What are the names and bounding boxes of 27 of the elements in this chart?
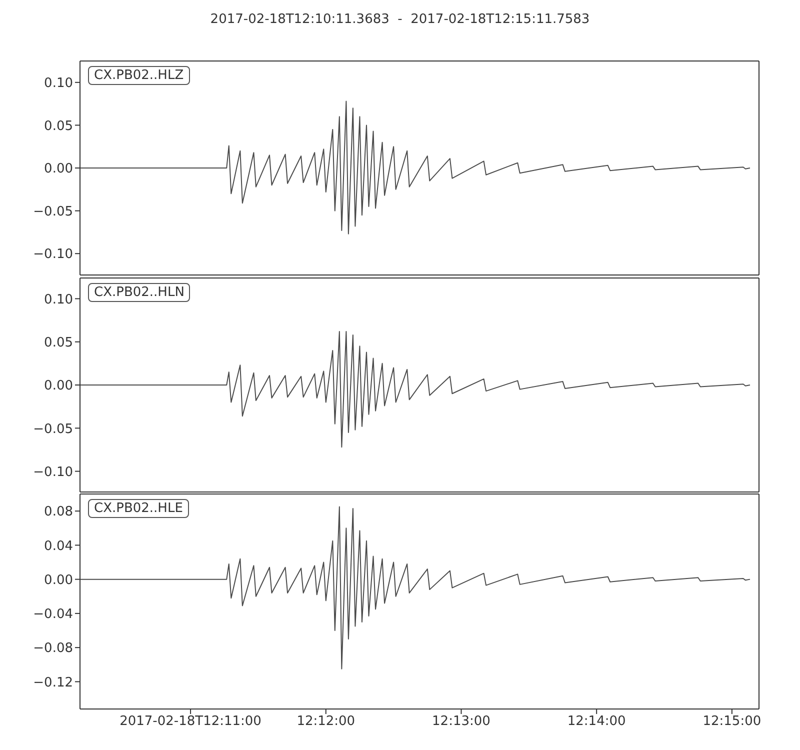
x-tick-label: 12:13:00 xyxy=(432,714,490,730)
y-tick-label: −0.08 xyxy=(33,641,73,656)
x-tick-label: 12:15:00 xyxy=(702,714,762,730)
x-tick-label: 2017-02-18T12:11:00 xyxy=(120,714,262,730)
chart-title: 2017-02-18T12:10:11.3683 - 2017-02-18T12:15:11.7583 xyxy=(209,12,591,27)
y-tick-label: −0.10 xyxy=(33,464,73,480)
x-tick-label: 12:14:00 xyxy=(567,714,626,730)
line-series xyxy=(80,100,750,234)
y-tick-label: −0.05 xyxy=(33,204,73,220)
y-tick-label: 0.08 xyxy=(44,504,73,520)
y-tick-label: 0.04 xyxy=(44,538,73,554)
text: CX.PB02..HLE xyxy=(94,501,183,516)
y-tick-label: 0.10 xyxy=(44,76,73,92)
y-tick-label: −0.04 xyxy=(33,607,73,622)
text: CX.PB02..HLZ xyxy=(94,68,184,83)
y-tick-label: 0.10 xyxy=(44,292,73,308)
x-tick-label: 12:12:00 xyxy=(296,714,356,730)
y-tick-label: −0.12 xyxy=(33,675,73,690)
y-tick-label: 0.05 xyxy=(44,335,73,350)
text: CX.PB02..HLN xyxy=(94,285,184,300)
y-tick-label: 0.00 xyxy=(44,572,73,588)
y-tick-label: −0.10 xyxy=(33,247,73,262)
y-tick-label: 0.05 xyxy=(44,118,73,134)
y-tick-label: −0.05 xyxy=(33,422,73,437)
y-tick-label: 0.00 xyxy=(44,162,73,177)
line-series xyxy=(80,331,750,448)
y-tick-label: 0.00 xyxy=(44,378,73,394)
